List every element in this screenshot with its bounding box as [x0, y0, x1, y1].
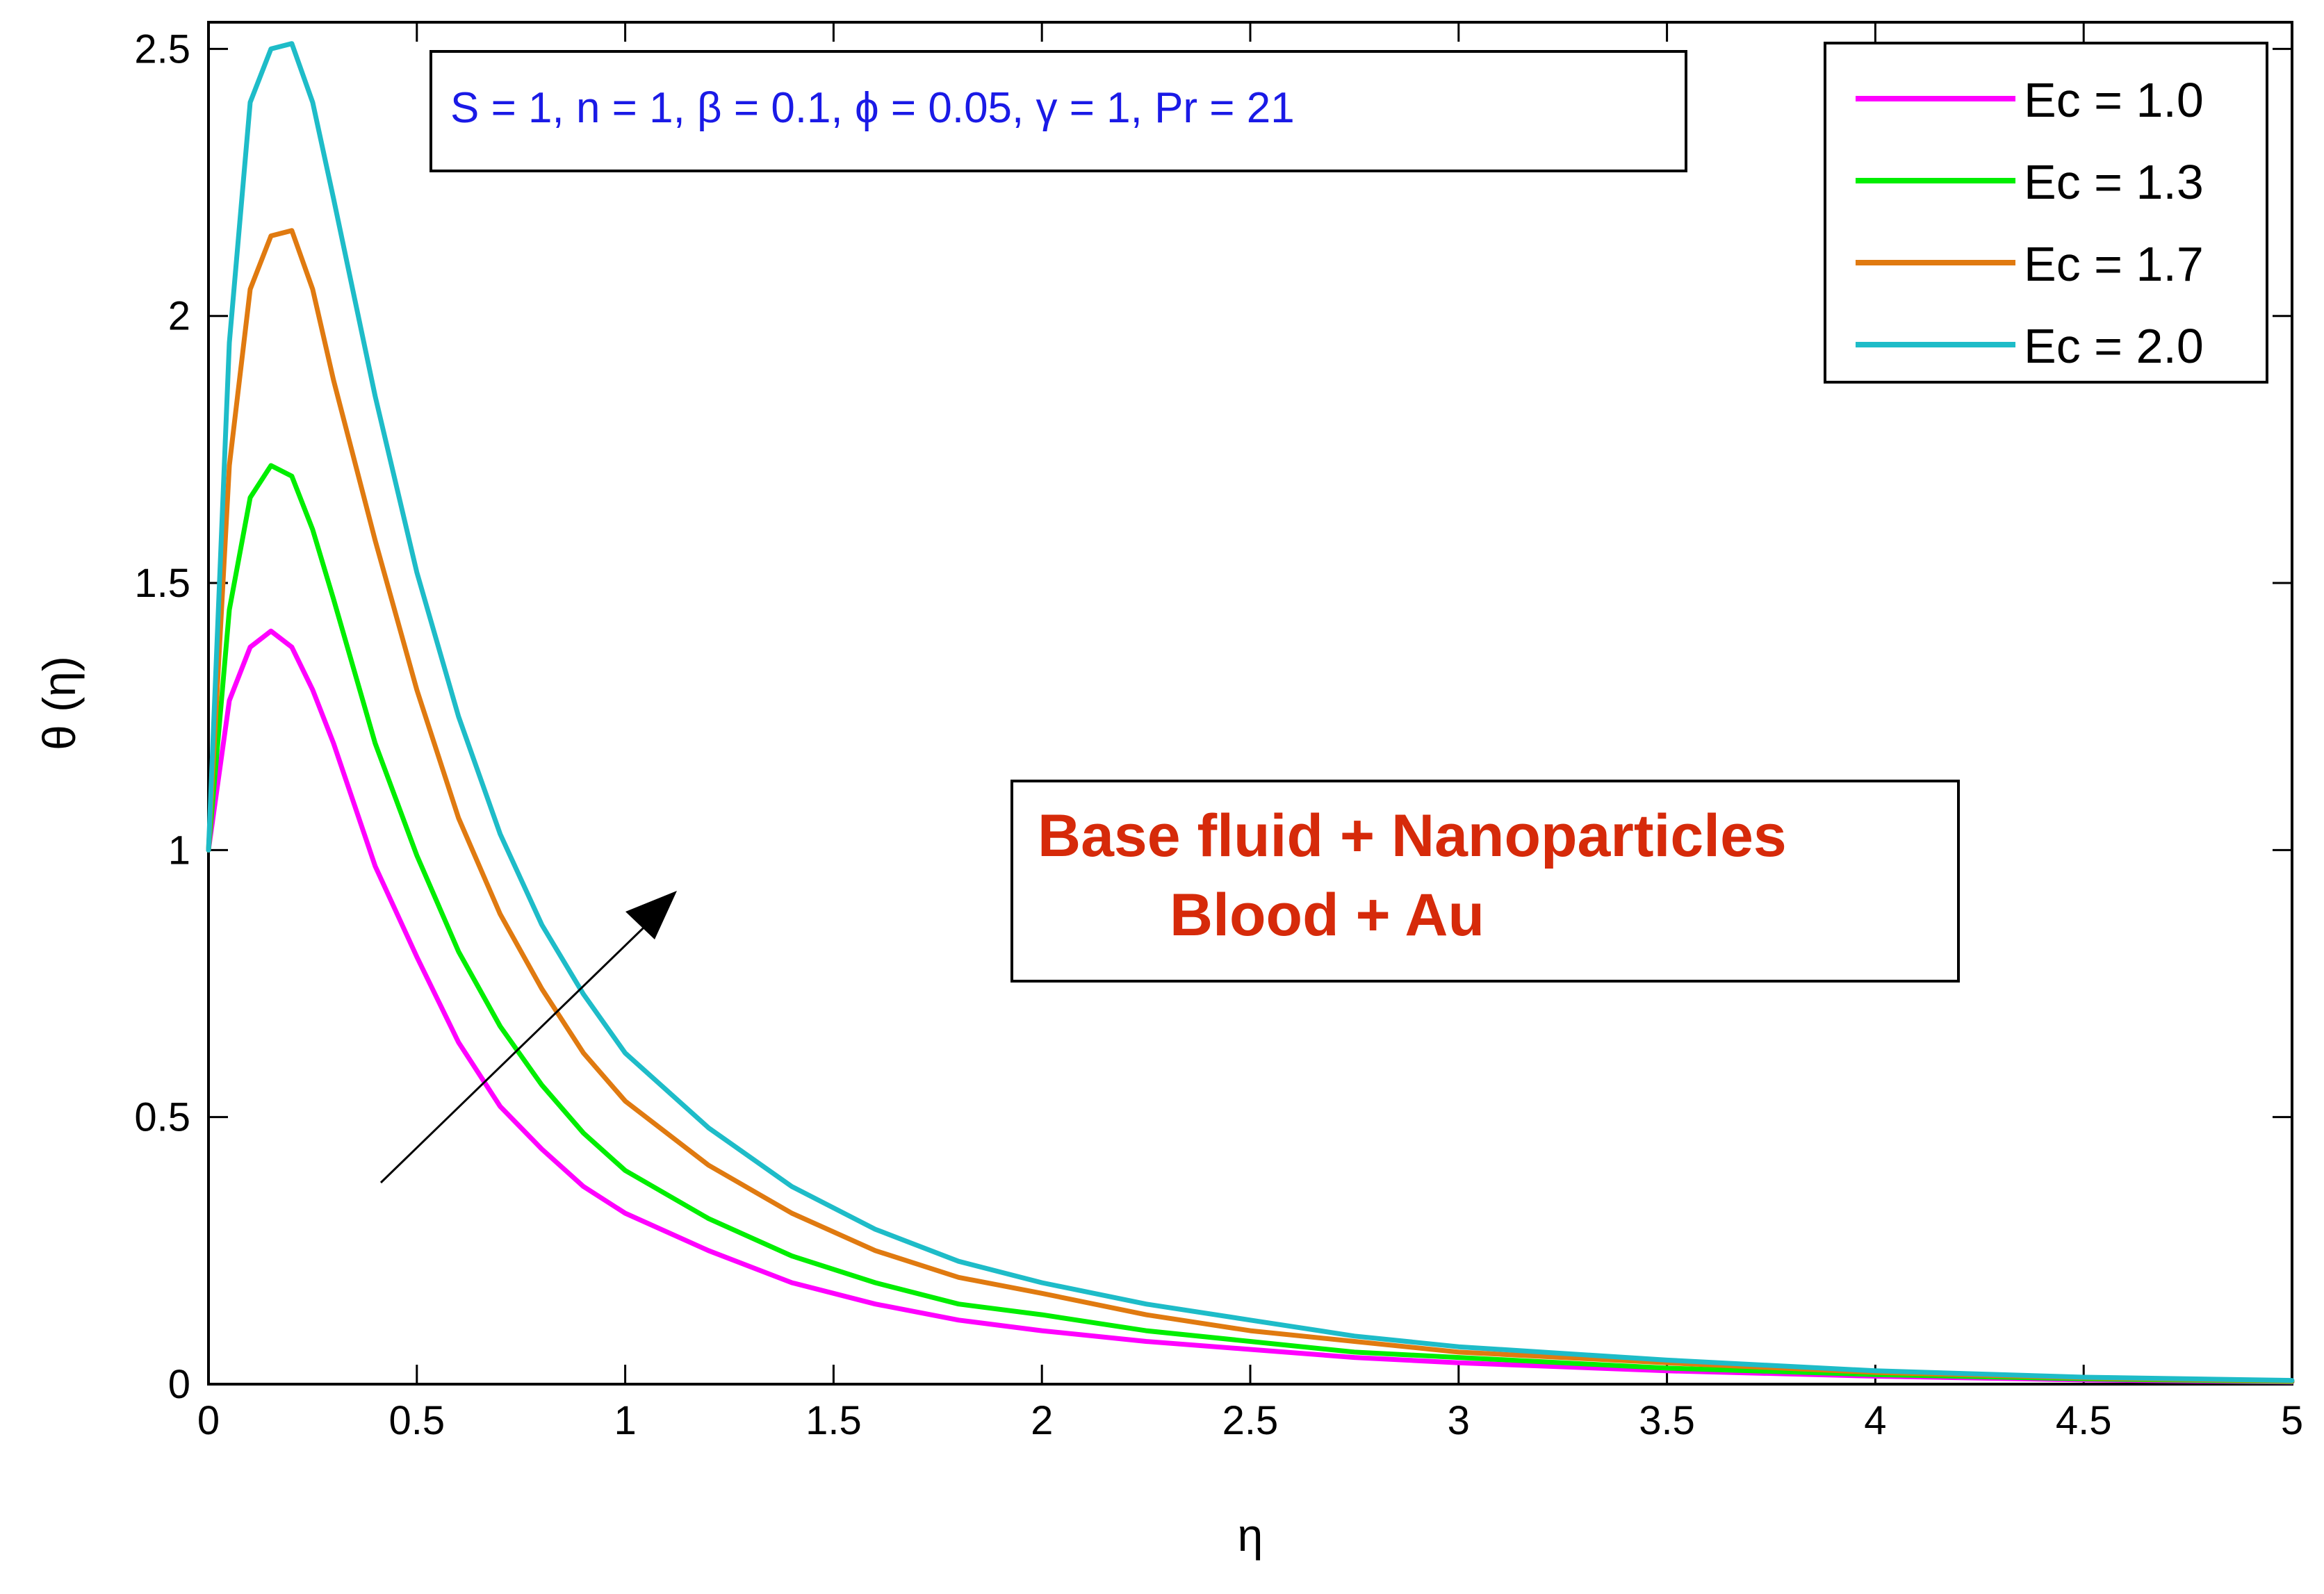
y-tick-label: 1.5 [134, 561, 190, 606]
x-tick-label: 2.5 [1222, 1398, 1279, 1443]
x-axis-label: η [1238, 1509, 1263, 1561]
y-tick-label: 0 [168, 1362, 190, 1407]
series-line-4 [206, 41, 2295, 1383]
annotation-line2: Blood + Au [1170, 882, 1484, 948]
annotation-box: Base fluid + Nanoparticles Blood + Au [1010, 780, 1960, 983]
y-axis-label: θ (η) [33, 656, 85, 750]
y-tick-label: 0.5 [134, 1095, 190, 1140]
y-tick-label: 2 [168, 294, 190, 339]
x-tick-label: 1 [614, 1398, 636, 1443]
x-tick-label: 5 [2281, 1398, 2303, 1443]
x-tick-label: 3 [1448, 1398, 1470, 1443]
axis-ticks: 0 0.5 1 1.5 2 2.5 3 3.5 4 4.5 5 0 0.5 1 1.5 2 2.5 [134, 22, 2303, 1443]
annotation-line1: Base fluid + Nanoparticles [1038, 803, 1787, 869]
x-tick-label: 2 [1031, 1398, 1053, 1443]
y-tick-label: 2.5 [134, 26, 190, 72]
legend-label-3: Ec = 1.7 [2024, 237, 2204, 291]
series-line-2 [206, 463, 2295, 1384]
x-tick-label: 1.5 [805, 1398, 862, 1443]
legend-label-4: Ec = 2.0 [2024, 319, 2204, 373]
trend-arrow-head [625, 891, 677, 939]
parameters-text: S = 1, n = 1, β = 0.1, ϕ = 0.05, γ = 1, … [450, 84, 1295, 132]
x-tick-label: 4 [1864, 1398, 1886, 1443]
series-line-1 [206, 628, 2295, 1385]
x-tick-label: 3.5 [1639, 1398, 1695, 1443]
legend-label-2: Ec = 1.3 [2024, 155, 2204, 209]
trend-arrow [379, 891, 677, 1184]
series-line-3 [206, 228, 2295, 1383]
x-tick-label: 4.5 [2056, 1398, 2112, 1443]
legend: Ec = 1.0 Ec = 1.3 Ec = 1.7 Ec = 2.0 [1824, 42, 2268, 384]
parameters-box: S = 1, n = 1, β = 0.1, ϕ = 0.05, γ = 1, … [429, 50, 1687, 172]
legend-label-1: Ec = 1.0 [2024, 73, 2204, 127]
x-tick-label: 0.5 [388, 1398, 445, 1443]
x-tick-label: 0 [197, 1398, 220, 1443]
series-lines [206, 41, 2295, 1385]
y-tick-label: 1 [168, 828, 190, 873]
